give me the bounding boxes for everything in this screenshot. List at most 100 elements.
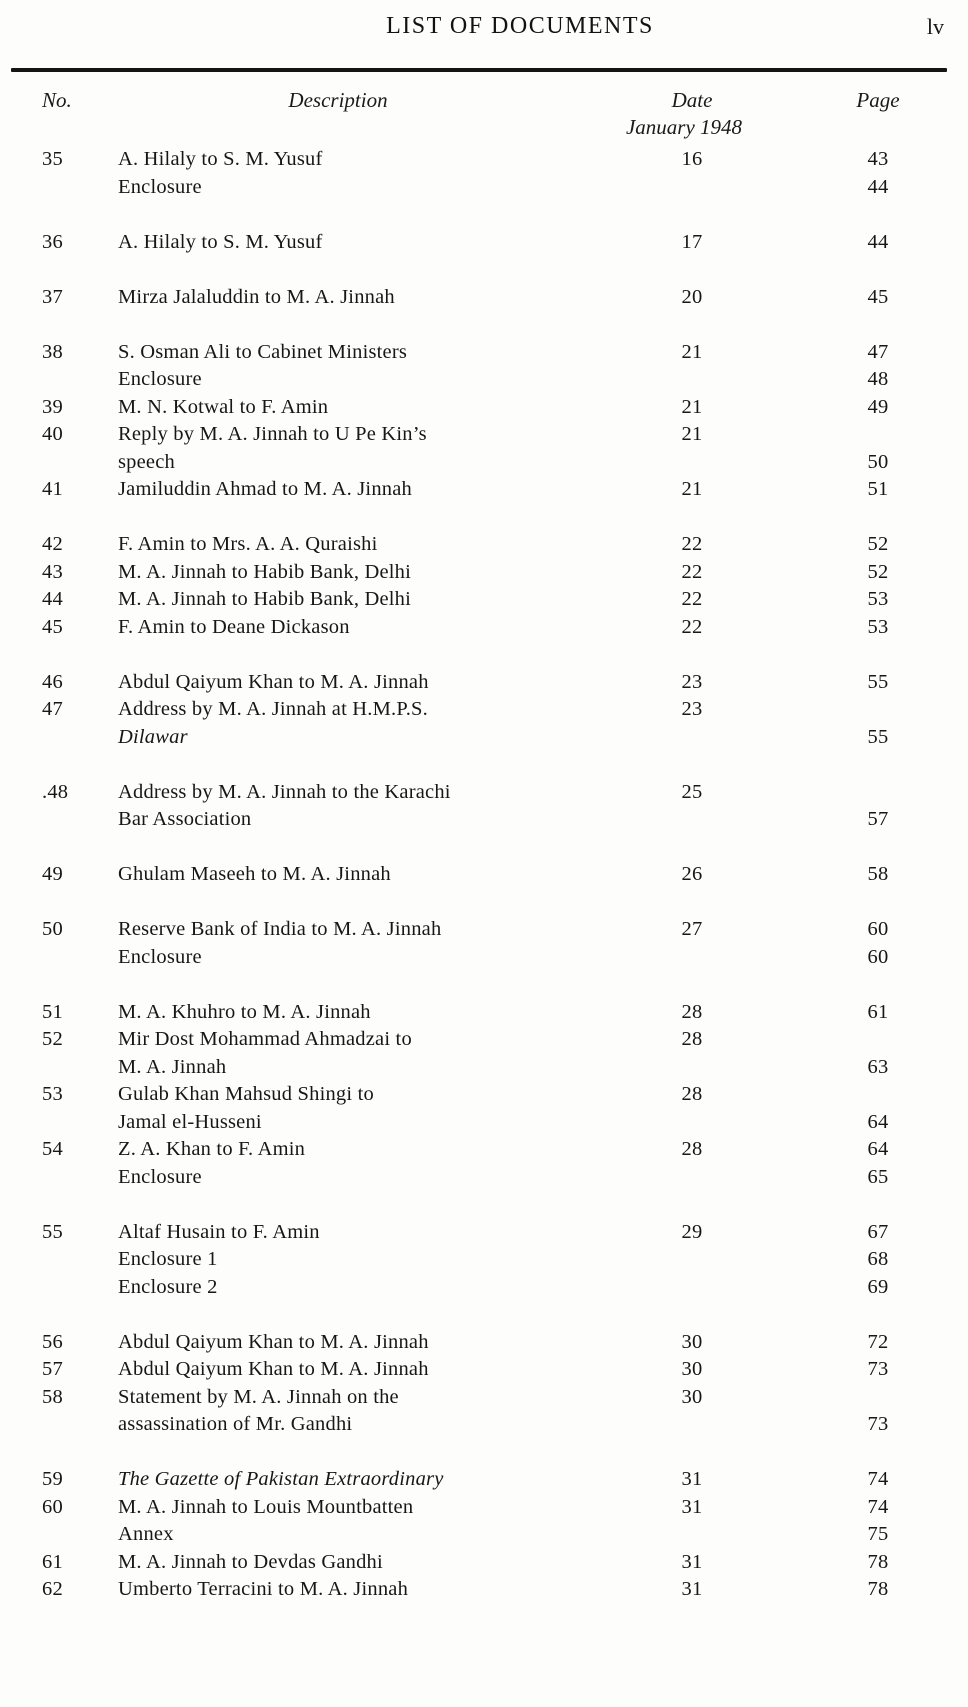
- doc-date: 16: [681, 148, 703, 170]
- doc-row-line: 62 Umberto Terracini to M. A. Jinnah 31 78: [0, 1576, 968, 1604]
- doc-group: 35 A. Hilaly to S. M. Yusuf 16 43 Enclosure 4…: [0, 146, 968, 201]
- doc-row-line: Dilawar 55: [0, 724, 968, 752]
- doc-no: 58: [42, 1385, 63, 1408]
- doc-description: The Gazette of Pakistan Extraordinary: [118, 1468, 444, 1490]
- doc-page: [828, 1384, 928, 1412]
- doc-description: Enclosure 1: [118, 1248, 218, 1270]
- doc-page: 75: [867, 1523, 889, 1545]
- doc-page: 49: [867, 395, 889, 418]
- doc-no: 57: [42, 1358, 63, 1380]
- doc-page: 61: [867, 1000, 889, 1023]
- doc-no: 49: [42, 863, 63, 885]
- doc-row-line: 51 M. A. Khuhro to M. A. Jinnah 28 61: [0, 999, 968, 1027]
- doc-description: M. A. Jinnah to Habib Bank, Delhi: [118, 588, 412, 610]
- doc-page: 43: [867, 148, 889, 170]
- doc-description: Jamal el-Husseni: [118, 1110, 262, 1133]
- doc-row-line: 60 M. A. Jinnah to Louis Mountbatten 31 74: [0, 1494, 968, 1522]
- doc-description: M. A. Khuhro to M. A. Jinnah: [118, 1000, 371, 1023]
- doc-no: 61: [42, 1550, 63, 1573]
- doc-description: Abdul Qaiyum Khan to M. A. Jinnah: [118, 1358, 429, 1380]
- doc-row-line: 46 Abdul Qaiyum Khan to M. A. Jinnah 23 55: [0, 669, 968, 697]
- doc-no: 46: [42, 670, 63, 693]
- doc-date: 28: [681, 1028, 703, 1050]
- doc-row-line: 41 Jamiluddin Ahmad to M. A. Jinnah 21 51: [0, 476, 968, 504]
- doc-date: 23: [681, 670, 703, 693]
- doc-description: Abdul Qaiyum Khan to M. A. Jinnah: [118, 1330, 429, 1353]
- doc-description: Umberto Terracini to M. A. Jinnah: [118, 1578, 409, 1600]
- doc-group: 49 Ghulam Maseeh to M. A. Jinnah 26 58: [0, 861, 968, 889]
- doc-description: Address by M. A. Jinnah to the Karachi: [118, 780, 451, 803]
- doc-row-line: Enclosure 1 68: [0, 1246, 968, 1274]
- doc-page: [828, 779, 928, 807]
- doc-page: 52: [867, 533, 889, 555]
- doc-no: [42, 944, 118, 972]
- doc-row-line: 53 Gulab Khan Mahsud Shingi to 28: [0, 1081, 968, 1109]
- doc-row-line: 56 Abdul Qaiyum Khan to M. A. Jinnah 30 72: [0, 1329, 968, 1357]
- doc-description: speech: [118, 450, 175, 473]
- doc-description: F. Amin to Deane Dickason: [118, 615, 350, 638]
- doc-date: [642, 944, 742, 972]
- doc-description: A. Hilaly to S. M. Yusuf: [118, 148, 323, 170]
- doc-description: M. A. Jinnah to Devdas Gandhi: [118, 1550, 383, 1573]
- doc-date: 21: [681, 340, 703, 363]
- doc-description: Z. A. Khan to F. Amin: [118, 1138, 306, 1160]
- doc-date: [642, 449, 742, 477]
- doc-description: Enclosure 2: [118, 1275, 218, 1298]
- doc-no: [42, 1109, 118, 1137]
- doc-page: 60: [867, 918, 889, 940]
- page-title: LIST OF DOCUMENTS: [386, 13, 654, 39]
- doc-no: [42, 1054, 118, 1082]
- doc-date: [642, 1411, 742, 1439]
- doc-date: 30: [681, 1330, 703, 1353]
- date-subheader: January 1948: [625, 115, 743, 139]
- doc-date: 28: [681, 1083, 703, 1105]
- doc-row-line: 58 Statement by M. A. Jinnah on the 30: [0, 1384, 968, 1412]
- doc-page: 65: [867, 1165, 889, 1188]
- doc-description: Reserve Bank of India to M. A. Jinnah: [118, 918, 442, 940]
- doc-no: 42: [42, 533, 63, 555]
- doc-no: [42, 1521, 118, 1549]
- doc-date: [642, 806, 742, 834]
- doc-no: 55: [42, 1220, 63, 1243]
- doc-row-line: Enclosure 60: [0, 944, 968, 972]
- doc-page: 67: [867, 1220, 889, 1243]
- doc-row-line: 54 Z. A. Khan to F. Amin 28 64: [0, 1136, 968, 1164]
- doc-row-line: speech 50: [0, 449, 968, 477]
- doc-group: 55 Altaf Husain to F. Amin 29 67 Enclosure 1…: [0, 1219, 968, 1302]
- doc-no: 47: [42, 698, 63, 720]
- divider-rule: [11, 68, 947, 72]
- doc-page: 64: [867, 1110, 889, 1133]
- doc-description: Abdul Qaiyum Khan to M. A. Jinnah: [118, 670, 429, 693]
- doc-description: Address by M. A. Jinnah at H.M.P.S.: [118, 698, 428, 720]
- doc-date: 17: [681, 230, 703, 253]
- column-header-no: No.: [42, 88, 72, 112]
- doc-description: Enclosure: [118, 1165, 202, 1188]
- doc-no: [42, 1274, 118, 1302]
- date-subheader-row: January 1948: [0, 114, 968, 140]
- doc-page: 47: [867, 340, 889, 363]
- doc-no: [42, 174, 118, 202]
- doc-date: 22: [681, 615, 703, 638]
- doc-page: [828, 1026, 928, 1054]
- doc-date: 26: [681, 863, 703, 885]
- doc-page: 58: [867, 863, 889, 885]
- doc-row-line: 55 Altaf Husain to F. Amin 29 67: [0, 1219, 968, 1247]
- doc-date: [642, 1521, 742, 1549]
- doc-description: assassination of Mr. Gandhi: [118, 1413, 353, 1435]
- doc-date: 31: [681, 1578, 703, 1600]
- doc-row-line: 52 Mir Dost Mohammad Ahmadzai to 28: [0, 1026, 968, 1054]
- doc-date: [642, 1164, 742, 1192]
- doc-date: 22: [681, 560, 703, 583]
- doc-description: Mir Dost Mohammad Ahmadzai to: [118, 1028, 412, 1050]
- doc-page: 69: [867, 1275, 889, 1298]
- doc-page: [828, 421, 928, 449]
- folio-page-number: lv: [926, 14, 944, 39]
- doc-row-line: assassination of Mr. Gandhi 73: [0, 1411, 968, 1439]
- doc-row-line: 50 Reserve Bank of India to M. A. Jinnah 2…: [0, 916, 968, 944]
- doc-description: M. A. Jinnah to Habib Bank, Delhi: [118, 560, 412, 583]
- doc-description: Jamiluddin Ahmad to M. A. Jinnah: [118, 478, 412, 500]
- doc-page: [828, 1081, 928, 1109]
- doc-date: 29: [681, 1220, 703, 1243]
- doc-page: 55: [867, 725, 889, 748]
- doc-group: 51 M. A. Khuhro to M. A. Jinnah 28 61 52 Mir …: [0, 999, 968, 1192]
